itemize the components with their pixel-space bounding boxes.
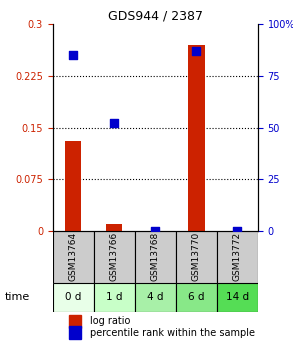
Text: 0 d: 0 d [65, 293, 81, 303]
FancyBboxPatch shape [94, 231, 135, 283]
FancyBboxPatch shape [94, 283, 135, 312]
Point [71, 52, 76, 58]
FancyBboxPatch shape [135, 231, 176, 283]
Bar [69, 315, 81, 328]
Text: GSM13770: GSM13770 [192, 232, 201, 282]
Point [112, 121, 117, 126]
FancyBboxPatch shape [217, 231, 258, 283]
FancyBboxPatch shape [176, 231, 217, 283]
FancyBboxPatch shape [53, 283, 94, 312]
Text: 6 d: 6 d [188, 293, 205, 303]
FancyBboxPatch shape [135, 283, 176, 312]
Text: 1 d: 1 d [106, 293, 122, 303]
FancyBboxPatch shape [53, 231, 94, 283]
Bar [65, 141, 81, 231]
Text: 14 d: 14 d [226, 293, 249, 303]
FancyBboxPatch shape [217, 283, 258, 312]
Bar [188, 45, 205, 231]
Text: time: time [5, 293, 30, 303]
Text: GSM13766: GSM13766 [110, 232, 119, 282]
FancyBboxPatch shape [176, 283, 217, 312]
Text: GSM13764: GSM13764 [69, 232, 78, 282]
Text: GSM13768: GSM13768 [151, 232, 160, 282]
Text: log ratio: log ratio [90, 316, 130, 326]
Bar [69, 326, 81, 339]
Text: 4 d: 4 d [147, 293, 163, 303]
Title: GDS944 / 2387: GDS944 / 2387 [108, 10, 203, 23]
Text: percentile rank within the sample: percentile rank within the sample [90, 328, 255, 338]
Point [153, 228, 158, 234]
Point [194, 48, 199, 54]
Point [235, 228, 240, 234]
Bar [106, 224, 122, 231]
Text: GSM13772: GSM13772 [233, 232, 242, 282]
